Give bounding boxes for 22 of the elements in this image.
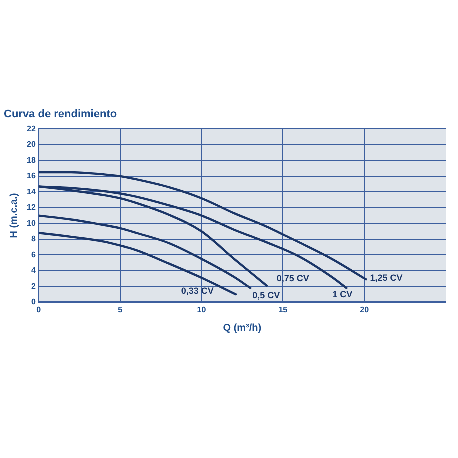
x-axis-title: Q (m³/h) (223, 322, 262, 334)
x-tick-label: 5 (118, 305, 124, 314)
series-label: 1 CV (332, 290, 353, 300)
y-tick-label: 12 (26, 203, 36, 212)
y-tick-label: 2 (31, 282, 36, 291)
y-tick-label: 0 (31, 298, 36, 307)
y-tick-label: 8 (31, 234, 36, 244)
x-tick-label: 20 (360, 305, 370, 314)
y-tick-label: 16 (26, 172, 36, 181)
series-label: 0,5 CV (252, 290, 280, 301)
y-tick-label: 6 (31, 250, 36, 260)
y-tick-label: 20 (26, 140, 36, 150)
y-tick-label: 4 (31, 266, 36, 276)
y-tick-label: 14 (26, 187, 36, 196)
series-label: 1,25 CV (370, 273, 403, 284)
x-tick-label: 10 (197, 305, 207, 314)
y-tick-label: 18 (26, 156, 36, 165)
chart-title: Curva de rendimiento (4, 108, 118, 121)
y-tick-label: 22 (26, 124, 36, 134)
y-tick-label: 10 (26, 218, 36, 228)
x-tick-label: 15 (278, 305, 288, 314)
y-axis-title: H (m.c.a.) (8, 193, 20, 238)
